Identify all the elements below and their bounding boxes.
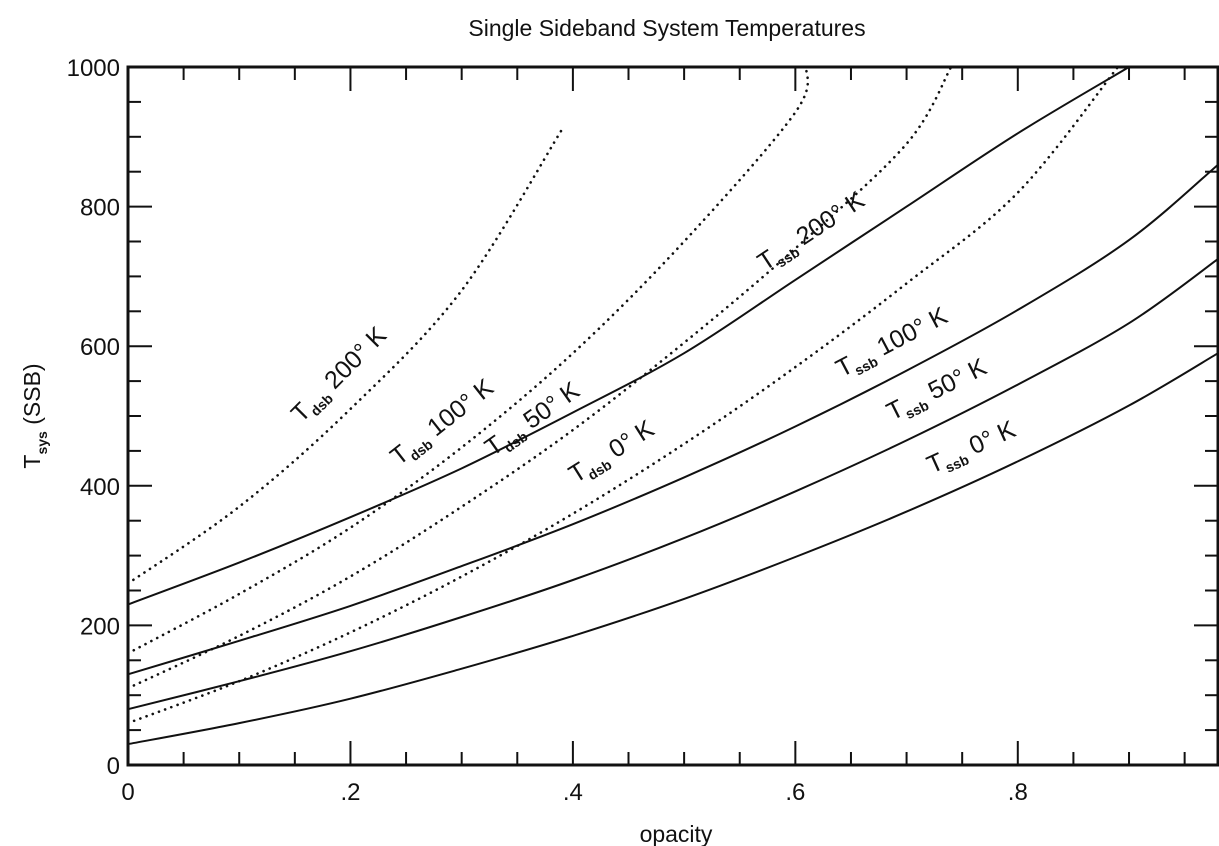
curve-label-text: Tssb 100° K — [831, 301, 953, 385]
series-line-7 — [126, 128, 564, 585]
x-tick-label: 0 — [121, 779, 134, 806]
x-axis-label: opacity — [640, 821, 713, 846]
series-line-2 — [127, 163, 1219, 676]
curve-label-text: Tdsb 200° K — [286, 321, 395, 430]
chart-title: Single Sideband System Temperatures — [468, 15, 865, 41]
y-tick-label: 600 — [80, 334, 120, 361]
x-tick-label: .8 — [1008, 779, 1028, 806]
series-line-1 — [127, 258, 1219, 711]
curve-label-2: Tssb 100° K — [831, 301, 953, 385]
x-tick-label: .2 — [340, 779, 360, 806]
y-tick-label: 1000 — [67, 55, 120, 82]
series-line-0 — [127, 352, 1219, 746]
x-tick-label: .6 — [785, 779, 805, 806]
curve-label-7: Tdsb 200° K — [286, 321, 395, 430]
series-line-5 — [126, 65, 953, 690]
x-tick-label: .4 — [563, 779, 583, 806]
series-group — [126, 65, 1219, 746]
y-tick-label: 0 — [107, 753, 120, 780]
y-axis-label: Tsys (SSB) — [19, 363, 50, 468]
curve-label-text: Tssb 200° K — [753, 186, 872, 279]
y-tick-label: 200 — [80, 613, 120, 640]
y-tick-label: 400 — [80, 474, 120, 501]
series-line-3 — [127, 66, 1130, 606]
curve-label-1: Tssb 50° K — [882, 353, 993, 429]
y-tick-label: 800 — [80, 195, 120, 222]
curve-label-3: Tssb 200° K — [753, 186, 872, 279]
curve-label-text: Tssb 50° K — [882, 353, 993, 429]
series-line-4 — [126, 65, 1120, 725]
axis-ticks: 0 .2 .4 .6 .8 0 200 400 600 800 1000 — [67, 55, 1218, 806]
plot-frame — [126, 65, 1219, 767]
